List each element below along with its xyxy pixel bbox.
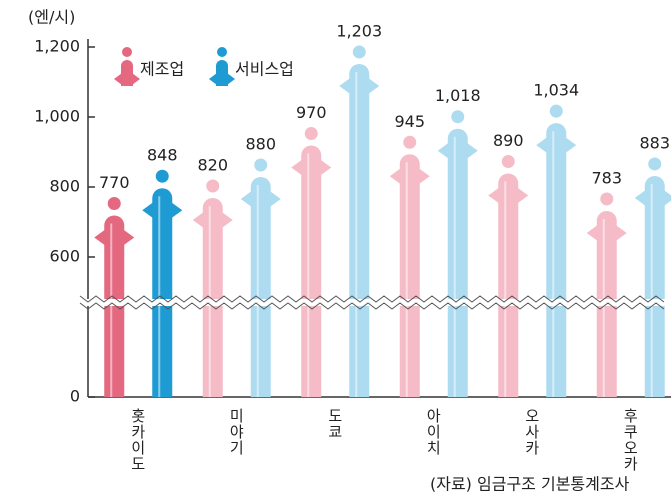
value-label: 945	[394, 112, 425, 131]
bar	[498, 174, 518, 398]
bar-head	[600, 192, 613, 205]
source-note: (자료) 임금구조 기본통계조사	[430, 475, 630, 494]
axis-break	[80, 299, 671, 306]
value-label: 890	[493, 131, 524, 150]
bar-head	[206, 180, 219, 193]
bar-figure	[635, 157, 671, 397]
chart: (엔/시) (자료) 임금구조 기본통계조사 0 600 800 1,000 1,200…	[0, 0, 671, 497]
legend-head	[122, 47, 132, 57]
category-label: 아이치	[424, 408, 442, 456]
legend-body	[121, 60, 133, 86]
bar	[251, 177, 271, 397]
bar-figure	[291, 127, 331, 397]
category-label: 도쿄	[326, 408, 344, 440]
legend-head	[217, 47, 227, 57]
y-tick-label: 0	[70, 387, 80, 406]
y-tick-label: 1,200	[34, 37, 80, 56]
bar-head	[305, 127, 318, 140]
bar-figure	[193, 180, 233, 398]
value-label: 1,034	[533, 81, 579, 100]
bar-head	[502, 155, 515, 168]
bar-head	[403, 136, 416, 149]
value-label: 770	[99, 173, 130, 192]
y-tick-label: 800	[49, 177, 80, 196]
bar-head	[353, 45, 366, 58]
bar	[301, 146, 321, 398]
legend-body	[216, 60, 228, 86]
bar-figure	[536, 105, 576, 397]
legend-item: 서비스업	[209, 47, 294, 86]
bar-head	[108, 197, 121, 210]
bar-figure	[488, 155, 528, 397]
bar-head	[550, 105, 563, 118]
bar	[645, 176, 665, 397]
y-tick-label: 1,000	[34, 107, 80, 126]
value-label: 970	[296, 103, 327, 122]
value-label: 783	[591, 168, 622, 187]
bar-figure	[587, 192, 627, 397]
bar-figure	[339, 45, 379, 397]
value-label: 848	[147, 146, 178, 165]
bar	[349, 64, 369, 397]
bar	[448, 129, 468, 397]
value-label: 820	[197, 156, 228, 175]
bar	[400, 154, 420, 397]
value-label: 880	[245, 135, 276, 154]
y-axis-unit: (엔/시)	[28, 8, 75, 27]
bar-figure	[142, 170, 182, 397]
value-label: 883	[639, 133, 670, 152]
legend-item: 제조업	[114, 47, 184, 86]
category-label: 오사카	[523, 408, 541, 456]
category-label: 미야기	[227, 408, 245, 456]
bar-head	[254, 159, 267, 172]
bar	[546, 123, 566, 397]
bar-head	[156, 170, 169, 183]
legend-label: 서비스업	[235, 60, 294, 79]
y-tick-label: 600	[49, 247, 80, 266]
bar-figure	[94, 197, 134, 397]
bar-figure	[241, 159, 281, 398]
bar	[152, 188, 172, 397]
category-label: 홋카이도	[129, 407, 147, 472]
value-label: 1,203	[336, 21, 382, 40]
bar-head	[648, 157, 661, 170]
category-label: 후쿠오카	[621, 408, 639, 472]
value-label: 1,018	[435, 86, 481, 105]
bar-figure	[438, 110, 478, 397]
bar-figure	[390, 136, 430, 397]
bar-head	[451, 110, 464, 123]
legend-label: 제조업	[140, 60, 184, 79]
